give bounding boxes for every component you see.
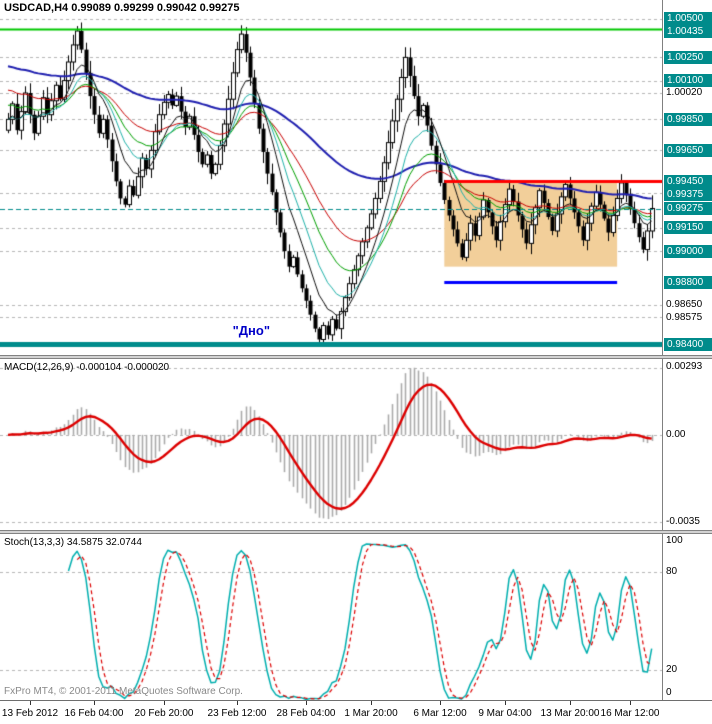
price-badge: 0.99375: [664, 187, 712, 201]
bottom-annotation: "Дно": [232, 323, 271, 339]
time-tick: [94, 701, 95, 705]
price-badge: 1.00500: [664, 12, 712, 26]
time-tick: [237, 701, 238, 705]
time-tick: [570, 701, 571, 705]
time-tick: [630, 701, 631, 705]
price-badge: 0.99850: [664, 112, 712, 126]
price-badge: 0.98400: [664, 337, 712, 351]
macd-scale-label: 0.00: [666, 428, 686, 440]
stoch-scale-label: 0: [666, 687, 672, 698]
time-tick: [371, 701, 372, 705]
price-chart-canvas[interactable]: [0, 0, 662, 355]
macd-panel: MACD(12,26,9) -0.000104 -0.000020 0.0029…: [0, 359, 712, 530]
time-tick: [505, 701, 506, 705]
time-axis-label: 23 Feb 12:00: [207, 708, 267, 719]
price-badge: 1.00250: [664, 50, 712, 64]
price-scale-label: 0.98575: [666, 311, 703, 323]
price-badge: 1.00435: [664, 25, 712, 39]
time-tick: [440, 701, 441, 705]
time-axis-label: 6 Mar 12:00: [413, 708, 467, 719]
macd-label: MACD(12,26,9) -0.000104 -0.000020: [4, 362, 170, 373]
time-axis-label: 28 Feb 04:00: [276, 708, 336, 719]
time-axis-label: 13 Mar 20:00: [540, 708, 600, 719]
macd-scale-label: 0.00293: [666, 361, 703, 372]
price-scale[interactable]: 1.00500 1.00435 1.00250 1.00100 1.00020 0.998…: [662, 0, 712, 355]
stoch-canvas[interactable]: [0, 534, 662, 700]
stoch-scale[interactable]: 100 80 20 0: [662, 534, 712, 700]
macd-canvas[interactable]: [0, 359, 662, 530]
macd-scale-label: -0.0035: [666, 516, 700, 527]
time-tick: [306, 701, 307, 705]
price-badge: 0.99150: [664, 221, 712, 235]
price-badge: 0.98800: [664, 275, 712, 289]
time-axis[interactable]: 13 Feb 2012 16 Feb 04:00 20 Feb 20:00 23 Fe…: [0, 700, 712, 724]
panel-separator[interactable]: [0, 355, 712, 359]
chart-title: USDCAD,H4 0.99089 0.99299 0.99042 0.9927…: [4, 2, 240, 14]
time-axis-label: 9 Mar 04:00: [478, 708, 532, 719]
time-axis-label: 1 Mar 20:00: [344, 708, 398, 719]
stoch-panel: Stoch(13,3,3) 34.5875 32.0744 FxPro MT4,…: [0, 534, 712, 700]
price-badge: 0.99650: [664, 143, 712, 157]
price-badge: 0.99275: [664, 202, 712, 215]
stoch-label: Stoch(13,3,3) 34.5875 32.0744: [4, 537, 142, 548]
price-badge: 0.99450: [664, 174, 712, 188]
copyright-text: FxPro MT4, © 2001-2011 MetaQuotes Softwa…: [4, 686, 243, 697]
time-tick: [30, 701, 31, 705]
price-scale-label: 1.00020: [666, 87, 703, 99]
time-axis-label: 16 Mar 12:00: [600, 708, 660, 719]
panel-separator[interactable]: [0, 530, 712, 534]
time-axis-label: 16 Feb 04:00: [64, 708, 124, 719]
time-axis-label: 20 Feb 20:00: [134, 708, 194, 719]
time-tick: [164, 701, 165, 705]
main-chart-panel: USDCAD,H4 0.99089 0.99299 0.99042 0.9927…: [0, 0, 712, 355]
stoch-scale-label: 100: [666, 535, 683, 546]
macd-scale[interactable]: 0.00293 0.00 -0.0035: [662, 359, 712, 530]
price-badge: 1.00100: [664, 74, 712, 88]
stoch-scale-label: 20: [666, 663, 678, 675]
time-axis-label: 13 Feb 2012: [1, 708, 59, 719]
price-scale-label: 0.98650: [666, 298, 703, 310]
price-badge: 0.99000: [664, 244, 712, 258]
stoch-scale-label: 80: [666, 566, 678, 578]
